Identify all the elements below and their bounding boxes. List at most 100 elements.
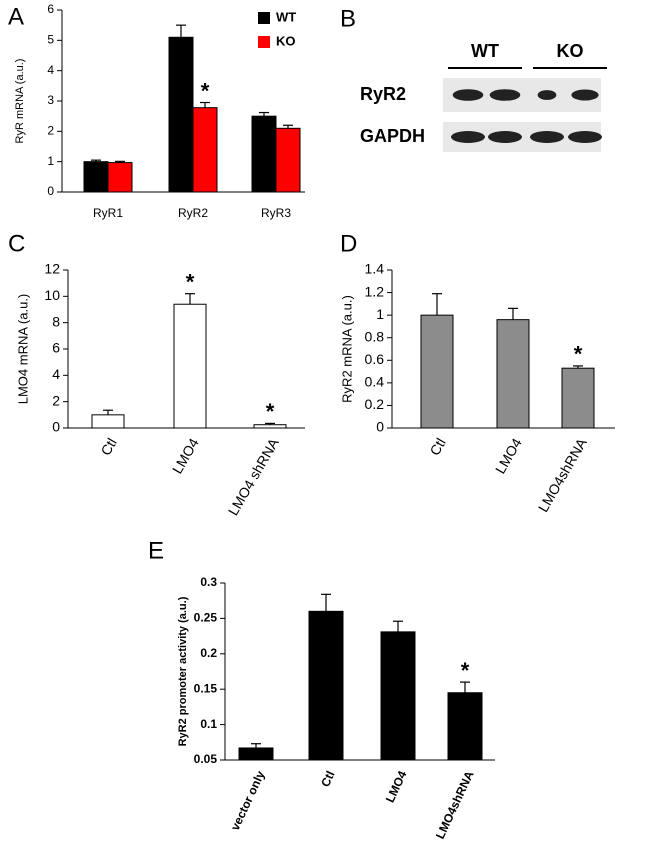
error-bar (200, 101, 210, 108)
bar (420, 314, 454, 429)
y-axis-title: RyR2 mRNA (a.u.) (339, 295, 354, 403)
y-tick-label: 0.3 (200, 575, 217, 589)
y-tick-label: 0.05 (194, 752, 218, 766)
bar (251, 115, 277, 193)
y-tick-label: 5 (47, 33, 54, 47)
x-tick-label: LMO4 (383, 768, 410, 804)
y-tick-label: 6 (52, 340, 60, 356)
bar (380, 631, 416, 761)
error-bar (573, 365, 583, 369)
legend-label: KO (276, 33, 296, 48)
x-tick-label: RyR1 (93, 206, 123, 220)
y-tick-label: 6 (47, 2, 54, 16)
blot-band (488, 131, 522, 143)
bar (168, 36, 194, 193)
bar (173, 303, 207, 429)
y-tick-label: 0 (47, 184, 54, 198)
error-bar (176, 24, 186, 38)
blot-band (452, 89, 484, 101)
legend-label: WT (276, 9, 296, 24)
bar (192, 107, 218, 193)
error-bar (115, 160, 125, 163)
y-axis-title: RyR mRNA (a.u.) (14, 59, 26, 144)
y-tick-label: 1.2 (365, 283, 385, 299)
annotation: * (201, 78, 210, 103)
x-tick-label: vector only (228, 768, 268, 832)
bar (561, 367, 595, 429)
y-tick-label: 1 (47, 154, 54, 168)
x-tick-label: LMO4 (169, 435, 202, 476)
row-label: RyR2 (360, 84, 406, 104)
bar (83, 161, 109, 193)
y-tick-label: 0.8 (365, 328, 385, 344)
y-tick-label: 0.15 (194, 681, 218, 695)
y-tick-label: 0 (376, 419, 384, 435)
panel-letter: C (8, 230, 25, 257)
bar (447, 692, 483, 761)
panel-letter: E (148, 537, 164, 564)
bar (275, 127, 301, 193)
error-bar (460, 681, 470, 693)
x-tick-label: Ctl (426, 435, 448, 458)
annotation: * (574, 342, 583, 367)
column-label: WT (471, 41, 499, 61)
error-bar (283, 124, 293, 129)
y-tick-label: 8 (52, 313, 60, 329)
y-tick-label: 1 (376, 306, 384, 322)
annotation: * (266, 399, 275, 424)
y-tick-label: 0.6 (365, 351, 385, 367)
bar (308, 610, 344, 761)
legend-swatch (258, 12, 270, 24)
x-tick-label: RyR2 (178, 206, 208, 220)
bar (107, 162, 133, 193)
blot-band (489, 89, 521, 101)
x-tick-label: LMO4shRNA (535, 435, 590, 515)
panel-letter: A (8, 3, 24, 30)
y-tick-label: 3 (47, 93, 54, 107)
y-axis-title: LMO4 mRNA (a.u.) (15, 294, 30, 405)
y-axis-title: RyR2 promoter activity (a.u.) (177, 596, 189, 746)
bar (91, 414, 125, 429)
y-tick-label: 2 (52, 392, 60, 408)
y-tick-label: 0.2 (365, 396, 385, 412)
blot-band (568, 131, 602, 143)
error-bar (265, 422, 275, 425)
error-bar (185, 293, 195, 305)
error-bar (393, 620, 403, 632)
y-tick-label: 0.2 (200, 646, 217, 660)
blot-band (571, 89, 599, 101)
error-bar (508, 307, 518, 320)
y-tick-label: 0 (52, 419, 60, 435)
x-tick-label: RyR3 (261, 206, 291, 220)
panel-letter: D (340, 230, 357, 257)
error-bar (103, 409, 113, 415)
x-tick-label: Ctl (318, 769, 337, 789)
x-tick-label: Ctl (97, 435, 119, 458)
panel-letter: B (340, 5, 356, 32)
error-bar (259, 111, 269, 117)
y-tick-label: 1.4 (365, 261, 385, 277)
blot-band (537, 90, 557, 100)
y-tick-label: 0.4 (365, 374, 385, 390)
x-tick-label: LMO4shRNA (433, 768, 477, 841)
column-label: KO (557, 41, 584, 61)
y-tick-label: 0.1 (200, 717, 217, 731)
y-tick-label: 12 (44, 261, 60, 277)
y-tick-label: 4 (52, 366, 60, 382)
bar (253, 424, 287, 429)
bar (238, 747, 274, 761)
x-tick-label: LMO4 (492, 435, 525, 476)
error-bar (321, 593, 331, 612)
annotation: * (461, 658, 470, 683)
error-bar (251, 743, 261, 748)
blot-band (451, 131, 485, 143)
row-label: GAPDH (360, 126, 425, 146)
legend-swatch (258, 36, 270, 48)
x-tick-label: LMO4 shRNA (225, 435, 282, 518)
error-bar (91, 159, 101, 162)
y-tick-label: 4 (47, 63, 54, 77)
error-bar (432, 293, 442, 316)
blot-band (530, 131, 564, 143)
y-tick-label: 2 (47, 124, 54, 138)
